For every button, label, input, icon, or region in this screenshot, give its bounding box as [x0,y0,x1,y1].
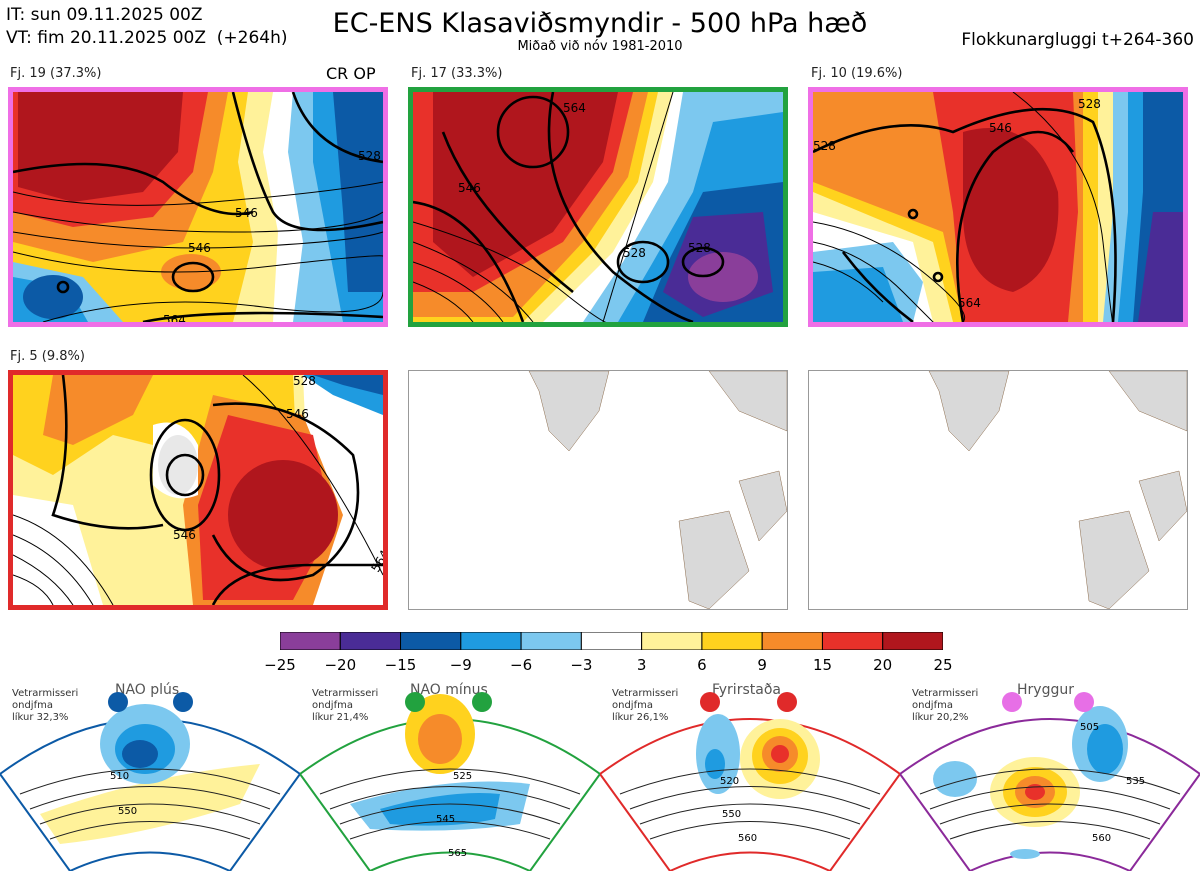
cluster-1-contour-d: 564 [163,313,186,322]
regime-nao-plus-dot-1 [108,692,128,712]
regime-nao-minus-dot-1 [405,692,425,712]
regime-blocking-stat: Vetrarmisseri ondjfma líkur 26,1% [612,688,679,723]
crop-label: CR OP [326,64,376,83]
colorbar [279,631,944,651]
cluster-1-contour-b: 546 [235,206,258,220]
cluster-map-2-canvas: 564 546 528 528 [413,92,783,322]
colorbar-tick-label: 25 [933,656,953,674]
regime-ridge-map: 505 535 560 [898,706,1200,873]
blocking-contour-a: 520 [720,776,739,787]
regime-nao-minus-title: NAO mínus [410,682,488,698]
regime-ridge-dot-1 [1002,692,1022,712]
colorbar-swatch [460,631,522,651]
header-center: EC-ENS Klasaviðsmyndir - 500 hPa hæð Mið… [300,8,900,54]
colorbar-swatch [821,631,884,651]
cluster-map-2[interactable]: 564 546 528 528 [408,87,788,327]
cluster-map-1-canvas: 546 546 528 564 [13,92,383,322]
colorbar-tick-label: −20 [324,656,357,674]
regime-blocking-title: Fyrirstaða [712,682,781,698]
colorbar-swatch [641,631,703,651]
colorbar-swatch [279,631,341,651]
window-label: Flokkunargluggi t+264-360 [961,30,1194,50]
nao-plus-contour-a: 510 [110,771,129,782]
regime-ridge-dot-2 [1074,692,1094,712]
cluster-4-contour-b: 546 [173,528,196,542]
colorbar-tick-label: −6 [510,656,533,674]
cluster-map-4[interactable]: 546 546 528 564 [8,370,388,610]
regime-nao-plus: 510 550 Vetrarmisseri ondjfma líkur 32,3… [0,682,302,873]
page-title: EC-ENS Klasaviðsmyndir - 500 hPa hæð [332,8,868,39]
nao-plus-contour-b: 550 [118,806,137,817]
cluster-1-label: Fj. 19 (37.3%) [10,66,102,81]
regime-nao-minus-stat: Vetrarmisseri ondjfma líkur 21,4% [312,688,379,723]
regime-nao-minus: 525 545 565 Vetrarmisseri ondjfma líkur … [298,682,602,873]
header-times: IT: sun 09.11.2025 00Z VT: fim 20.11.2025… [6,4,288,50]
cluster-3-contour-d: 564 [958,296,981,310]
cluster-map-3[interactable]: 528 546 528 564 [808,87,1188,327]
regime-ridge-title: Hryggur [1017,682,1074,698]
nao-minus-contour-b: 545 [436,814,455,825]
cluster-1-contour-a: 546 [188,241,211,255]
regime-nao-plus-map: 510 550 [0,704,302,873]
regime-blocking-dot-2 [777,692,797,712]
cluster-2-contour-d: 528 [688,241,711,255]
regime-ridge-stat: Vetrarmisseri ondjfma líkur 20,2% [912,688,979,723]
cluster-map-4-canvas: 546 546 528 564 [13,375,383,605]
regime-nao-minus-map: 525 545 565 [298,694,602,873]
colorbar-tick-label: −3 [570,656,593,674]
colorbar-tick-label: −9 [449,656,472,674]
regime-ridge: 505 535 560 Vetrarmisseri ondjfma líkur … [898,682,1200,873]
cluster-1-contour-c: 528 [358,149,381,163]
colorbar-tick-label: 3 [636,656,647,674]
empty-map-6-canvas [928,371,1187,609]
colorbar-tick-label: −25 [264,656,296,674]
colorbar-tick-label: 20 [873,656,893,674]
cluster-map-3-canvas: 528 546 528 564 [813,92,1183,322]
regime-blocking: 520 550 560 Vetrarmisseri ondjfma líkur … [598,682,902,873]
blocking-contour-b: 550 [722,809,741,820]
cluster-3-label: Fj. 10 (19.6%) [811,66,903,81]
valid-time: VT: fim 20.11.2025 00Z (+264h) [6,28,288,48]
colorbar-swatches [279,631,944,651]
cluster-2-contour-c: 528 [623,246,646,260]
empty-map-5-canvas [528,371,787,609]
nao-minus-contour-c: 565 [448,848,467,859]
colorbar-swatch [400,631,462,651]
colorbar-swatch [520,631,582,651]
colorbar-tick-label: −15 [384,656,417,674]
colorbar-tick-label: 6 [697,656,707,674]
cluster-2-contour-a: 564 [563,101,586,115]
colorbar-tick-label: 9 [757,656,767,674]
page-subtitle: Miðað við nóv 1981-2010 [517,39,683,54]
regime-nao-plus-title: NAO plús [115,682,180,698]
colorbar-swatch [580,631,643,651]
ridge-contour-c: 560 [1092,833,1111,844]
colorbar-swatch [882,631,944,651]
colorbar-swatch [701,631,763,651]
cluster-4-label: Fj. 5 (9.8%) [10,349,85,364]
cluster-2-label: Fj. 17 (33.3%) [411,66,503,81]
regime-blocking-dot-1 [700,692,720,712]
cluster-3-contour-a: 528 [1078,97,1101,111]
cluster-4-contour-c: 528 [293,375,316,388]
cluster-map-1[interactable]: 546 546 528 564 [8,87,388,327]
colorbar-tick-label: 15 [812,656,833,674]
cluster-3-contour-b: 546 [989,121,1012,135]
cluster-3-contour-c: 528 [813,139,836,153]
regime-nao-minus-dot-2 [472,692,492,712]
empty-map-5 [408,370,788,610]
regime-nao-plus-stat: Vetrarmisseri ondjfma líkur 32,3% [12,688,79,723]
cluster-2-contour-b: 546 [458,181,481,195]
empty-map-6 [808,370,1188,610]
colorbar-swatch [761,631,823,651]
blocking-contour-c: 560 [738,833,757,844]
regime-nao-plus-dot-2 [173,692,193,712]
colorbar-swatch [339,631,402,651]
regime-blocking-map: 520 550 560 [598,714,902,873]
ridge-contour-a: 505 [1080,722,1099,733]
nao-minus-contour-a: 525 [453,771,472,782]
initial-time: IT: sun 09.11.2025 00Z [6,5,203,25]
cluster-4-contour-a: 546 [286,407,309,421]
ridge-contour-b: 535 [1126,776,1145,787]
